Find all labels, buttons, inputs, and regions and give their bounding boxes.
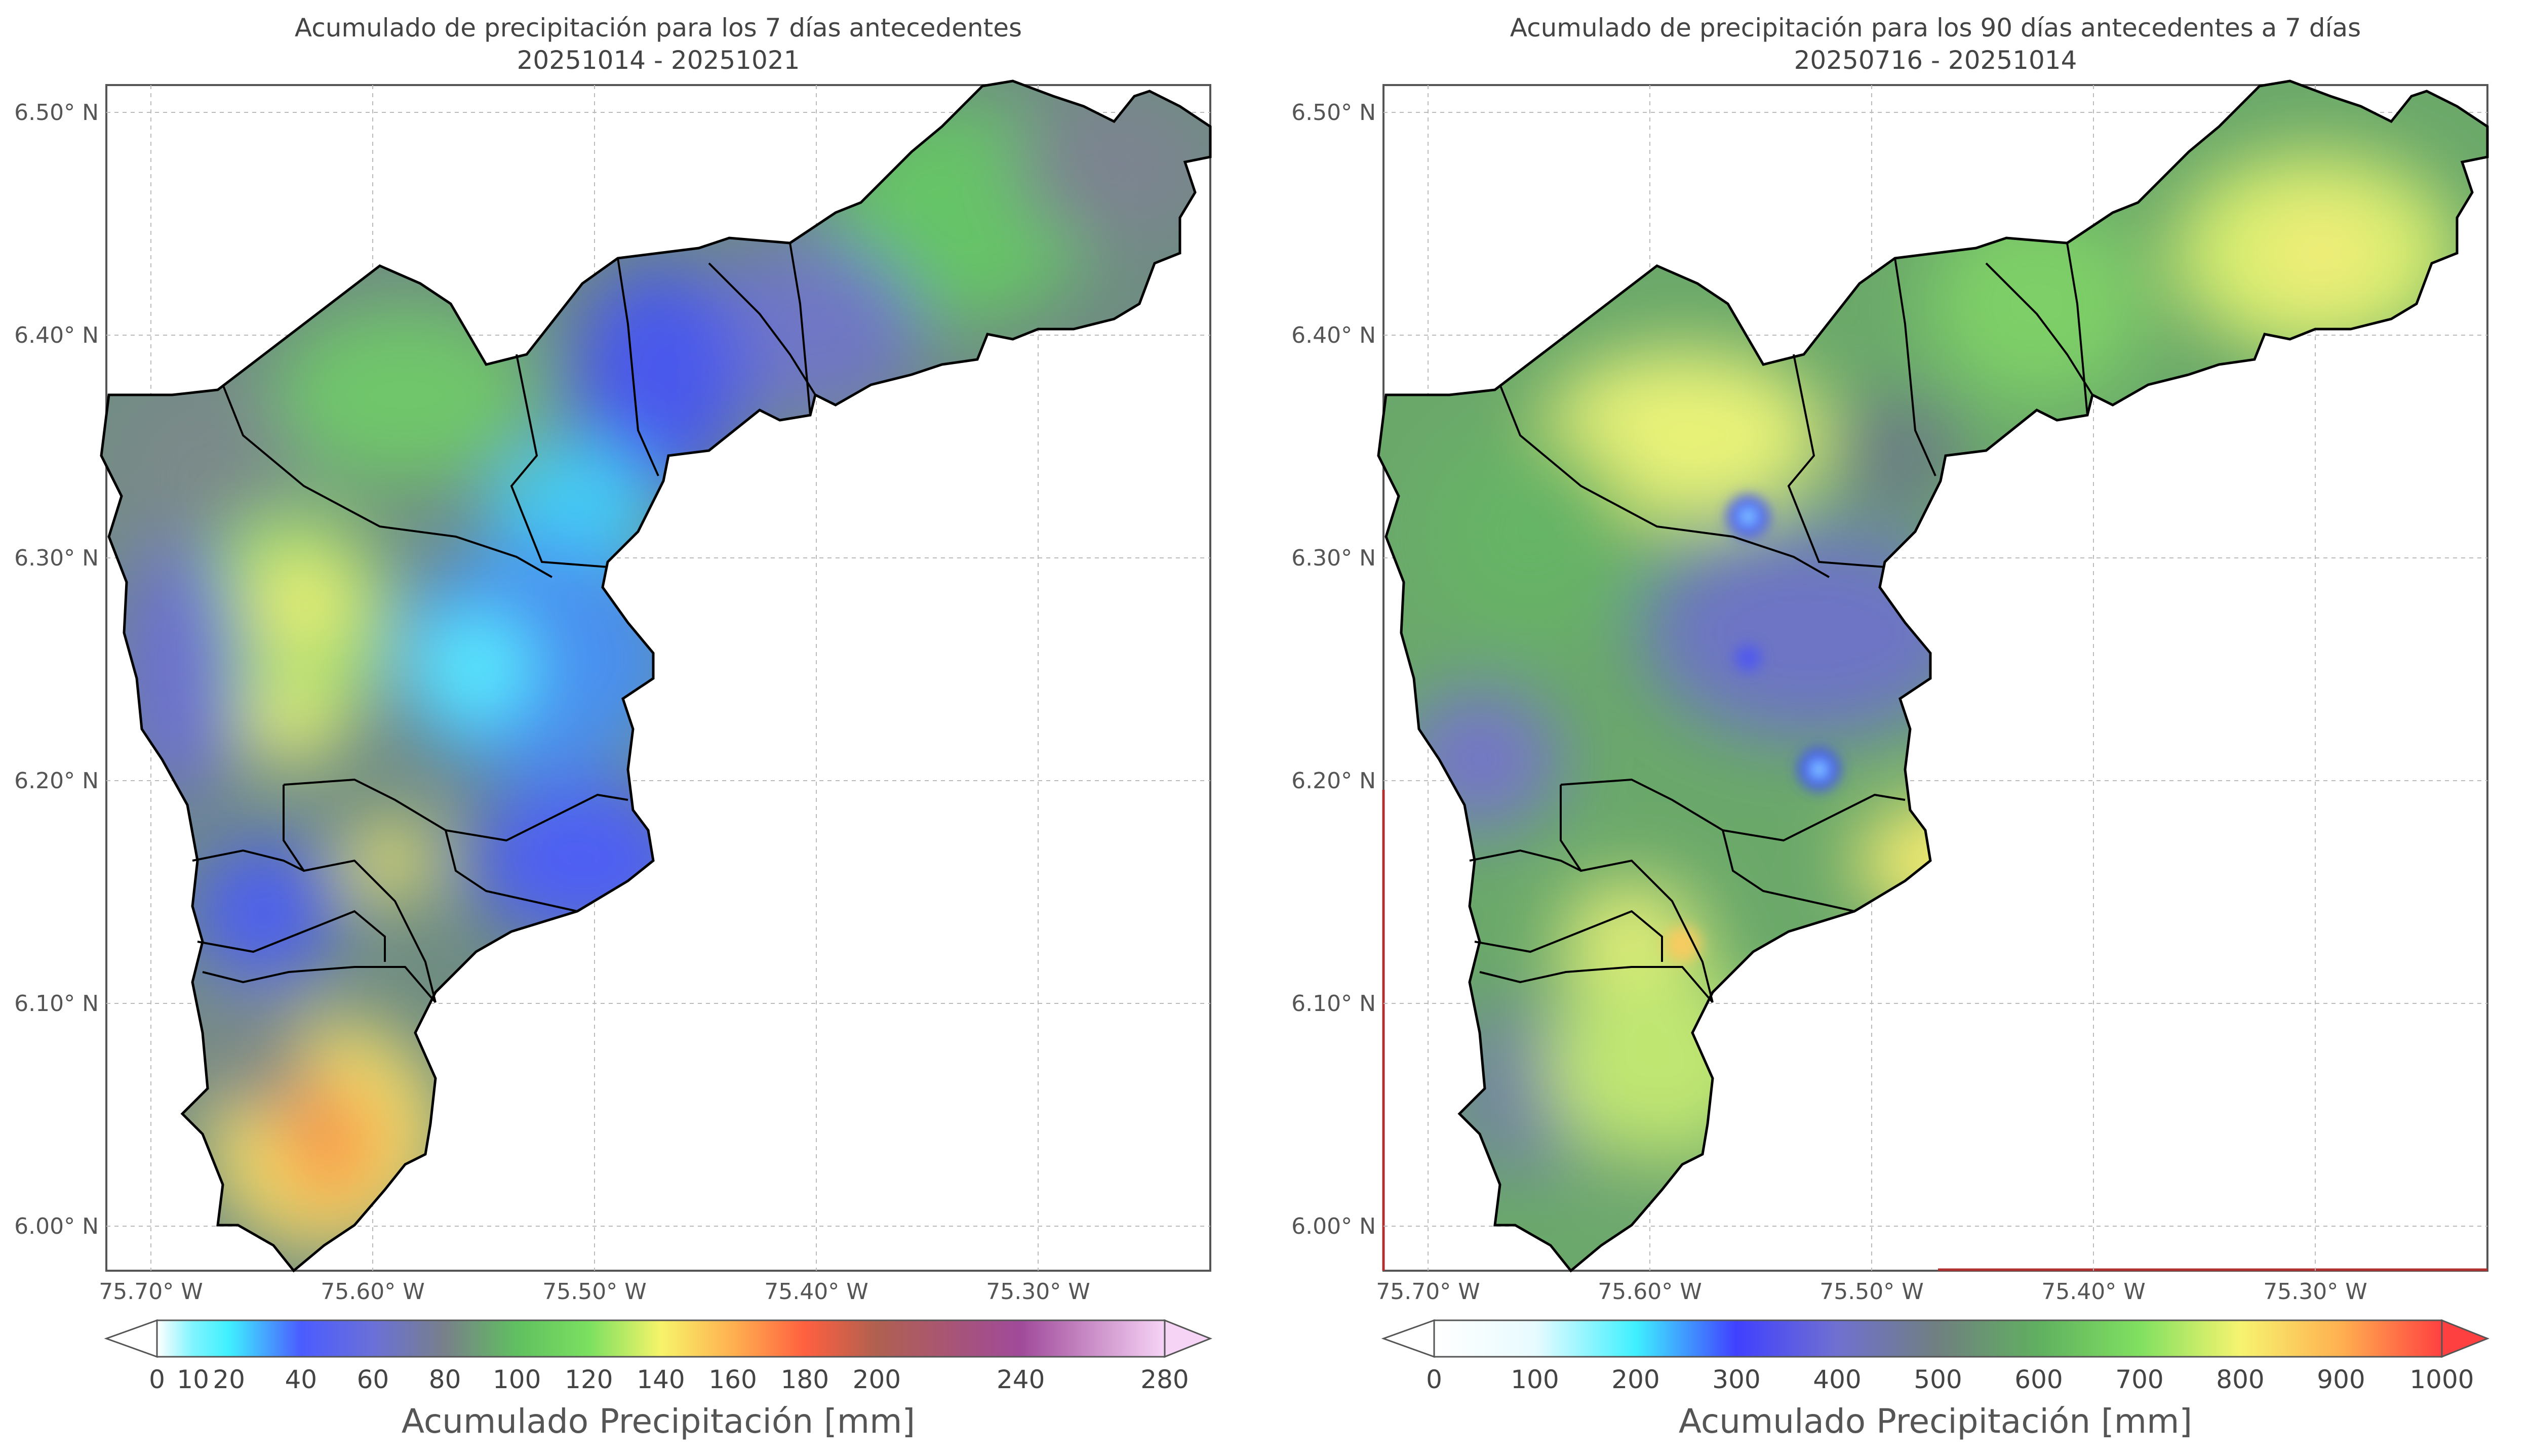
right-map-subtitle: 20250716 - 20251014 [1794,46,2077,75]
right-colorbar-tick: 1000 [2409,1365,2474,1394]
right-colorbar-tick: 500 [1914,1365,1962,1394]
left-region-outline [100,79,1212,1273]
left-colorbar-tick: 120 [565,1365,613,1394]
left-colorbar-max-arrow [1164,1319,1213,1358]
left-colorbar-label: Acumulado Precipitación [mm] [402,1402,915,1441]
right-region-outline [1377,79,2489,1273]
right-colorbar: 0 100 200 300 400 500 600 700 800 900 1000 Acumula… [1381,1319,2490,1441]
right-lon-tick: 75.50° W [1819,1279,1923,1305]
right-lat-tick: 6.50° N [1291,100,1376,126]
left-colorbar: 0 10 20 40 60 80 100 120 140 160 180 200 240 280 Acum… [104,1319,1213,1441]
right-colorbar-tick: 0 [1426,1365,1442,1394]
left-map-panel: Acumulado de precipitación para los 7 dí… [14,13,1213,1441]
left-lat-tick: 6.40° N [14,322,99,348]
right-map-title: Acumulado de precipitación para los 90 d… [1510,13,2361,43]
right-lon-tick: 75.60° W [1598,1279,1702,1305]
right-lat-tick: 6.40° N [1291,322,1376,348]
right-colorbar-max-arrow [2441,1319,2490,1358]
left-colorbar-tick: 0 [149,1365,165,1394]
left-lon-tick: 75.30° W [986,1279,1090,1305]
left-colorbar-tick: 40 [285,1365,317,1394]
left-municipal-borders [192,242,816,1003]
right-municipal-borders [1469,242,2093,1003]
right-lon-tick: 75.40° W [2041,1279,2145,1305]
left-lat-tick: 6.10° N [14,991,99,1017]
left-colorbar-tick: 20 [213,1365,245,1394]
right-lat-tick: 6.20° N [1291,768,1376,794]
left-lon-tick: 75.40° W [764,1279,868,1305]
right-lat-tick: 6.10° N [1291,991,1376,1017]
left-lat-tick: 6.20° N [14,768,99,794]
left-lat-tick: 6.00° N [14,1214,99,1239]
right-lon-tick: 75.70° W [1376,1279,1480,1305]
left-lat-tick: 6.50° N [14,100,99,126]
right-lat-tick: 6.30° N [1291,545,1376,571]
right-colorbar-tick: 700 [2115,1365,2163,1394]
left-colorbar-tick: 140 [637,1365,685,1394]
left-colorbar-tick: 200 [853,1365,901,1394]
left-colorbar-tick: 60 [357,1365,389,1394]
left-lon-tick: 75.50° W [542,1279,646,1305]
left-colorbar-min-arrow [104,1319,158,1358]
right-lon-tick: 75.30° W [2263,1279,2367,1305]
left-colorbar-tick: 80 [429,1365,461,1394]
left-colorbar-tick: 240 [997,1365,1045,1394]
left-colorbar-tick: 180 [781,1365,829,1394]
right-colorbar-tick: 100 [1511,1365,1559,1394]
left-map-figure: Acumulado de precipitación para los 7 dí… [14,13,1213,1441]
right-colorbar-tick: 600 [2014,1365,2063,1394]
left-map-title: Acumulado de precipitación para los 7 dí… [295,13,1022,43]
right-colorbar-min-arrow [1381,1319,1435,1358]
left-lon-tick: 75.60° W [321,1279,424,1305]
left-map-subtitle: 20251014 - 20251021 [517,46,800,75]
left-colorbar-tick: 10 [177,1365,209,1394]
left-colorbar-tick: 100 [493,1365,541,1394]
right-colorbar-label: Acumulado Precipitación [mm] [1679,1402,2192,1441]
right-map-figure: Acumulado de precipitación para los 90 d… [1291,13,2490,1441]
left-lat-tick: 6.30° N [14,545,99,571]
right-map-panel: Acumulado de precipitación para los 90 d… [1277,0,2532,1456]
right-lat-tick: 6.00° N [1291,1214,1376,1239]
right-colorbar-tick: 400 [1813,1365,1861,1394]
right-colorbar-tick: 800 [2216,1365,2264,1394]
right-colorbar-tick: 300 [1712,1365,1760,1394]
right-colorbar-tick: 200 [1611,1365,1659,1394]
right-colorbar-tick: 900 [2317,1365,2365,1394]
left-colorbar-tick: 160 [708,1365,757,1394]
left-lon-tick: 75.70° W [99,1279,203,1305]
left-colorbar-tick: 280 [1140,1365,1189,1394]
